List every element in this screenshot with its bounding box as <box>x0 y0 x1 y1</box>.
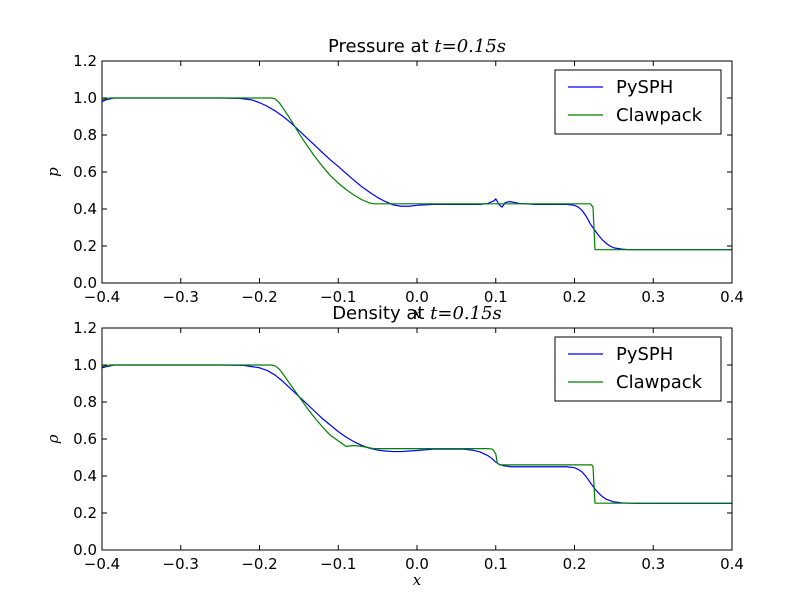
density-x-tick-label: 0.2 <box>563 555 587 573</box>
pressure-x-tick-label: −0.3 <box>163 288 199 306</box>
pressure-x-tick-label: 0.1 <box>484 288 508 306</box>
density-legend-label-pysph: PySPH <box>616 344 673 365</box>
density-x-tick-label: −0.1 <box>320 555 356 573</box>
pressure-legend: PySPH Clawpack <box>554 69 722 135</box>
density-x-axis-label: x <box>413 571 422 589</box>
density-y-tick-label: 0.6 <box>73 430 97 448</box>
density-title-math: t=0.15s <box>430 303 502 324</box>
pressure-y-axis-label: p <box>44 167 62 177</box>
density-y-tick-label: 0.8 <box>73 393 97 411</box>
pressure-x-tick-label: 0.3 <box>641 288 665 306</box>
density-title-text: Density at <box>332 303 430 324</box>
pressure-y-tick-label: 1.0 <box>73 89 97 107</box>
density-legend: PySPH Clawpack <box>554 336 722 402</box>
pressure-x-tick-label: −0.4 <box>84 288 120 306</box>
pressure-title-math: t=0.15s <box>434 36 506 57</box>
density-y-tick-label: 0.4 <box>73 467 97 485</box>
density-x-tick-label: 0.3 <box>641 555 665 573</box>
pressure-x-tick-label: 0.0 <box>405 288 429 306</box>
density-y-axis-label: ρ <box>44 434 62 444</box>
pressure-y-tick-label: 1.2 <box>73 52 97 70</box>
density-legend-box <box>554 336 722 402</box>
density-y-tick-label: 1.0 <box>73 356 97 374</box>
pressure-legend-label-pysph: PySPH <box>616 77 673 98</box>
density-chart: −0.4 −0.3 −0.2 −0.1 0.0 0.1 0.2 0.3 0.4 0.0 0.2 0.4… <box>44 303 744 589</box>
pressure-x-tick-label: −0.2 <box>241 288 277 306</box>
pressure-legend-label-clawpack: Clawpack <box>616 105 703 126</box>
pressure-chart: −0.4 −0.3 −0.2 −0.1 0.0 0.1 0.2 0.3 0.4 0.0 0.2 0.4… <box>44 36 744 322</box>
pressure-y-tick-label: 0.2 <box>73 237 97 255</box>
density-legend-label-clawpack: Clawpack <box>616 372 703 393</box>
pressure-title-text: Pressure at <box>328 36 434 57</box>
pressure-x-tick-label: 0.4 <box>720 288 744 306</box>
pressure-legend-box <box>554 69 722 135</box>
pressure-x-tick-label: 0.2 <box>563 288 587 306</box>
pressure-title: Pressure at t=0.15s <box>328 36 506 57</box>
density-series-clawpack-line <box>102 364 732 504</box>
pressure-series-clawpack-line <box>102 97 732 251</box>
density-y-tick-label: 1.2 <box>73 319 97 337</box>
pressure-y-tick-label: 0.8 <box>73 126 97 144</box>
pressure-y-tick-label: 0.6 <box>73 163 97 181</box>
density-x-tick-label: −0.2 <box>241 555 277 573</box>
density-x-tick-label: 0.1 <box>484 555 508 573</box>
density-y-tick-label: 0.2 <box>73 504 97 522</box>
pressure-x-tick-label: −0.1 <box>320 288 356 306</box>
density-x-tick-label: −0.4 <box>84 555 120 573</box>
density-x-tick-label: −0.3 <box>163 555 199 573</box>
density-y-tick-label: 0.0 <box>73 541 97 559</box>
pressure-y-tick-label: 0.0 <box>73 274 97 292</box>
pressure-y-tick-label: 0.4 <box>73 200 97 218</box>
pressure-x-axis-label: x <box>413 304 422 322</box>
density-title: Density at t=0.15s <box>332 303 502 324</box>
density-x-tick-label: 0.0 <box>405 555 429 573</box>
density-x-tick-label: 0.4 <box>720 555 744 573</box>
